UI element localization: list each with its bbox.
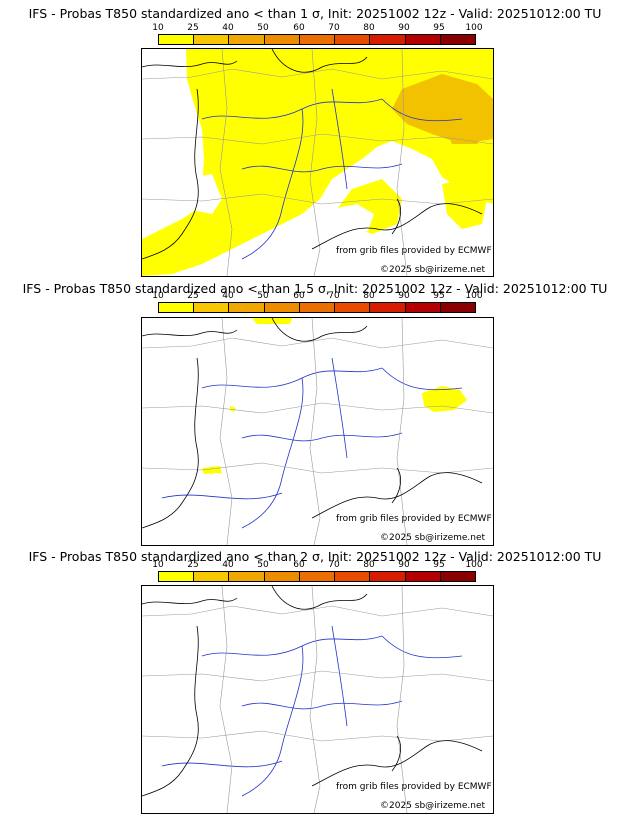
rivers [161, 357, 463, 529]
colorbar-segment [159, 35, 195, 44]
colorbar-segment [405, 303, 441, 312]
legend-tick: 60 [293, 23, 305, 33]
coastline [142, 586, 483, 797]
legend-tick: 80 [363, 23, 375, 33]
panel-3-credit: from grib files provided by ECMWF [336, 782, 492, 792]
legend-tick: 70 [328, 291, 340, 301]
colorbar-segment [440, 572, 475, 581]
legend-tick: 100 [465, 23, 483, 33]
legend-tick: 50 [257, 291, 269, 301]
panel-1-colorbar [158, 34, 476, 45]
legend-tick: 25 [187, 560, 199, 570]
legend-tick: 40 [222, 291, 234, 301]
legend-tick: 100 [465, 291, 483, 301]
probability-area-10 [230, 406, 236, 412]
colorbar-segment [159, 303, 195, 312]
legend-tick: 95 [433, 560, 445, 570]
probability-area-10 [442, 179, 487, 229]
legend-tick: 50 [257, 23, 269, 33]
legend-tick: 10 [152, 291, 164, 301]
probability-area-25 [442, 114, 487, 144]
panel-3-map [141, 585, 494, 814]
legend-tick: 100 [465, 560, 483, 570]
colorbar-segment [264, 35, 300, 44]
legend-tick: 25 [187, 23, 199, 33]
colorbar-segment [299, 303, 336, 312]
legend-tick: 95 [433, 291, 445, 301]
legend-tick: 90 [398, 23, 410, 33]
colorbar-segment [370, 572, 406, 581]
colorbar-segment [194, 572, 230, 581]
colorbar-segment [440, 303, 475, 312]
coastline [142, 318, 483, 529]
probability-area-10 [252, 318, 292, 324]
panel-1-map [141, 48, 494, 277]
panel-2-colorbar [158, 302, 476, 313]
colorbar-segment [299, 35, 336, 44]
legend-tick: 80 [363, 560, 375, 570]
panel-2-credit: from grib files provided by ECMWF [336, 514, 492, 524]
panel-1-copyright: ©2025 sb@irizeme.net [380, 265, 486, 275]
panel-3-map-svg [142, 586, 493, 813]
rivers [161, 625, 463, 797]
panel-2-map-svg [142, 318, 493, 545]
panel-3-colorbar [158, 571, 476, 582]
sea-gap [332, 204, 374, 235]
colorbar-segment [194, 35, 230, 44]
colorbar-segment [194, 303, 230, 312]
colorbar-segment [405, 572, 441, 581]
legend-tick: 60 [293, 560, 305, 570]
legend-tick: 95 [433, 23, 445, 33]
colorbar-segment [335, 572, 371, 581]
panel-2-legend-ticks: 10 25 40 50 60 70 80 90 95 100 [141, 291, 511, 301]
panel-1-title: IFS - Probas T850 standardized ano < tha… [28, 6, 602, 21]
legend-tick: 10 [152, 560, 164, 570]
legend-tick: 10 [152, 23, 164, 33]
colorbar-segment [370, 35, 406, 44]
rivers [201, 88, 463, 260]
panel-1-credit: from grib files provided by ECMWF [336, 246, 492, 256]
legend-tick: 90 [398, 560, 410, 570]
colorbar-segment [264, 572, 300, 581]
coastline [142, 49, 483, 260]
colorbar-segment [159, 572, 195, 581]
legend-tick: 25 [187, 291, 199, 301]
probability-area-10 [422, 386, 467, 412]
legend-tick: 90 [398, 291, 410, 301]
legend-tick: 60 [293, 291, 305, 301]
sea-gap [186, 174, 222, 214]
panel-2-map [141, 317, 494, 546]
legend-tick: 40 [222, 23, 234, 33]
colorbar-segment [229, 303, 265, 312]
colorbar-segment [264, 303, 300, 312]
panel-1-legend-ticks: 10 25 40 50 60 70 80 90 95 100 [141, 23, 511, 33]
colorbar-segment [229, 572, 265, 581]
panel-2-title: IFS - Probas T850 standardized ano < tha… [22, 281, 608, 296]
panel-3-legend-ticks: 10 25 40 50 60 70 80 90 95 100 [141, 560, 511, 570]
panel-3-title: IFS - Probas T850 standardized ano < tha… [28, 549, 602, 564]
legend-tick: 70 [328, 23, 340, 33]
colorbar-segment [405, 35, 441, 44]
probability-area-10 [202, 466, 222, 474]
colorbar-segment [370, 303, 406, 312]
colorbar-segment [299, 572, 336, 581]
colorbar-segment [440, 35, 475, 44]
colorbar-segment [229, 35, 265, 44]
panel-1-map-svg [142, 49, 493, 276]
panel-2-copyright: ©2025 sb@irizeme.net [380, 533, 486, 543]
colorbar-segment [335, 35, 371, 44]
legend-tick: 50 [257, 560, 269, 570]
panel-3-copyright: ©2025 sb@irizeme.net [380, 801, 486, 811]
legend-tick: 70 [328, 560, 340, 570]
legend-tick: 40 [222, 560, 234, 570]
probability-area-10 [204, 141, 224, 161]
colorbar-segment [335, 303, 371, 312]
legend-tick: 80 [363, 291, 375, 301]
